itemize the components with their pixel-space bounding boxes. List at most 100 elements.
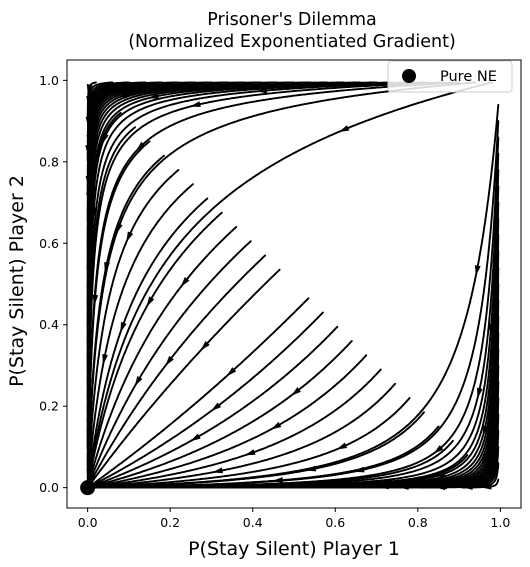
y-tick-label: 1.0 — [39, 73, 59, 88]
streamline — [86, 183, 194, 486]
streamline-arrow — [338, 125, 350, 132]
streamline-arrow — [305, 465, 317, 472]
streamline-arrow — [130, 82, 142, 89]
streamline-arrow — [336, 442, 348, 450]
chart-title-line-2: (Normalized Exponentiated Gradient) — [128, 32, 456, 52]
streamline-arrow — [481, 454, 489, 465]
streamline-arrow — [353, 466, 365, 473]
legend-marker-icon — [402, 69, 416, 83]
streamline-arrow — [167, 83, 178, 90]
streamline-arrow — [244, 449, 256, 456]
streamline-arrow — [86, 83, 93, 95]
y-tick-label: 0.2 — [39, 399, 59, 414]
streamline-arrow — [208, 84, 219, 91]
plot-area — [80, 81, 500, 496]
x-tick-label: 1.0 — [490, 515, 510, 530]
streamline-arrow — [474, 265, 481, 276]
streamline-arrow — [492, 442, 498, 454]
x-axis-ticks: 0.0 0.2 0.4 0.6 0.8 1.0 — [78, 508, 510, 530]
streamline — [90, 397, 411, 489]
streamline — [178, 266, 500, 489]
streamline-arrow — [468, 481, 479, 487]
legend: Pure NE — [387, 60, 513, 93]
streamline-arrow — [87, 139, 94, 151]
streamline — [90, 325, 339, 488]
streamline-arrow — [490, 367, 497, 379]
streamline-arrow — [180, 277, 190, 288]
streamline-arrow — [102, 133, 109, 144]
streamline-arrow — [226, 367, 237, 377]
streamline-arrow — [290, 387, 301, 396]
streamline-arrow — [488, 323, 495, 335]
streamline — [87, 81, 494, 486]
streamline-arrow — [200, 340, 210, 351]
streamline — [86, 81, 395, 451]
streamline-arrow — [85, 176, 92, 187]
streamline — [89, 354, 368, 489]
streamline-arrow — [92, 294, 99, 306]
streamline-arrow — [362, 479, 374, 486]
streamline — [109, 152, 500, 489]
x-tick-label: 0.0 — [78, 515, 98, 530]
streamline-arrow — [211, 402, 222, 412]
streamline-arrow — [474, 472, 486, 481]
streamline — [86, 154, 165, 485]
streamline — [90, 340, 353, 488]
streamline-arrow — [146, 296, 155, 307]
streamline-arrow — [382, 478, 393, 485]
streamline — [90, 411, 425, 489]
y-axis-label: P(Stay Silent) Player 2 — [6, 175, 28, 387]
streamline-arrow — [87, 202, 94, 214]
x-tick-label: 0.4 — [243, 515, 263, 530]
streamline-arrow — [491, 406, 498, 418]
x-tick-label: 0.8 — [408, 515, 428, 530]
y-axis-ticks: 0.0 0.2 0.4 0.6 0.8 1.0 — [39, 73, 67, 495]
streamline-arrow — [165, 355, 174, 366]
chart-title-line-1: Prisoner's Dilemma — [207, 10, 376, 30]
legend-label: Pure NE — [440, 69, 497, 85]
streamline-arrow — [86, 96, 93, 107]
streamline-arrow — [270, 421, 282, 430]
streamline-arrow — [490, 470, 498, 482]
streamline-arrow — [89, 101, 96, 113]
streamline-arrow — [91, 137, 98, 148]
streamline-arrow — [378, 483, 389, 490]
streamline-arrow — [476, 387, 483, 399]
streamline-arrow — [436, 483, 447, 490]
streamline — [87, 211, 223, 486]
streamline — [86, 111, 122, 448]
streamline-arrow — [90, 186, 97, 198]
streamline-arrow — [118, 91, 130, 98]
streamline-arrows — [85, 82, 498, 491]
streamline-arrow — [434, 470, 446, 477]
streamline — [86, 169, 180, 486]
streamline-arrow — [272, 477, 284, 483]
streamline-arrow — [480, 483, 492, 490]
streamlines — [86, 81, 500, 489]
nash-equilibrium-points — [80, 480, 96, 496]
streamline-arrow — [212, 467, 224, 474]
streamline-arrow — [482, 425, 489, 437]
streamline-arrow — [126, 231, 134, 243]
streamline — [87, 226, 238, 485]
streamline-arrow — [87, 327, 94, 339]
streamline-arrow — [190, 101, 201, 107]
streamline-arrow — [120, 321, 127, 333]
y-tick-label: 0.0 — [39, 480, 59, 495]
streamline-arrow — [148, 93, 159, 99]
streamline — [86, 81, 345, 423]
streamline-arrow — [116, 223, 123, 234]
x-tick-label: 0.2 — [160, 515, 180, 530]
streamline — [90, 382, 397, 489]
legend-box — [387, 60, 513, 93]
y-tick-label: 0.8 — [39, 154, 59, 169]
y-tick-label: 0.4 — [39, 317, 59, 332]
streamline-arrow — [135, 141, 146, 152]
streamline — [89, 268, 281, 486]
streamline-arrow — [398, 483, 409, 490]
streamline-arrow — [97, 93, 107, 104]
streamline-arrow — [256, 87, 268, 94]
x-axis-label: P(Stay Silent) Player 1 — [188, 538, 400, 560]
streamline — [153, 234, 500, 489]
